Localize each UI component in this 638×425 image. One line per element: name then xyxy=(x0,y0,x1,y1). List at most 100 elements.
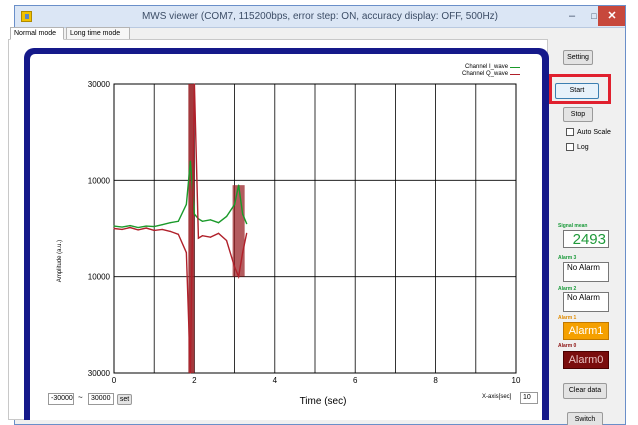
plot-frame: 30000 10000 10000 30000 0 2 4 6 8 10 Channel I_wa… xyxy=(24,48,549,420)
title-bar: MWS viewer (COM7, 115200bps, error step:… xyxy=(15,6,625,28)
data-point xyxy=(129,225,131,227)
data-point xyxy=(217,232,220,234)
data-point xyxy=(121,226,123,228)
y-tick-label: 10000 xyxy=(88,176,111,185)
x-tick-label: 6 xyxy=(353,376,358,385)
stop-button[interactable]: Stop xyxy=(563,107,593,122)
x-tick-label: 2 xyxy=(192,376,197,385)
alarm3-label: Alarm 3 xyxy=(558,255,577,261)
window-title: MWS viewer (COM7, 115200bps, error step:… xyxy=(141,11,499,22)
start-button[interactable]: Start xyxy=(555,83,599,99)
data-point xyxy=(238,184,240,186)
minimize-button[interactable]: – xyxy=(568,10,576,22)
legend-item-q: Channel Q_wave xyxy=(462,71,521,78)
signal-mean-value: 2493 xyxy=(563,230,609,248)
data-point xyxy=(242,251,244,254)
data-point xyxy=(113,225,115,227)
data-point xyxy=(121,228,123,231)
alarm1-status: Alarm1 xyxy=(563,322,609,340)
maximize-button[interactable]: □ xyxy=(591,11,597,21)
data-point xyxy=(193,83,195,85)
auto-scale-option[interactable]: Auto Scale xyxy=(566,128,611,136)
data-point xyxy=(153,225,155,228)
setting-button[interactable]: Setting xyxy=(563,50,593,65)
range-separator: ~ xyxy=(78,393,83,402)
legend-label-i: Channel I_wave xyxy=(465,64,509,70)
x-tick-label: 4 xyxy=(273,376,278,385)
data-point xyxy=(209,236,212,238)
switch-button[interactable]: Switch xyxy=(567,412,603,425)
data-point xyxy=(137,229,139,231)
data-point xyxy=(209,219,212,221)
data-point xyxy=(113,227,115,230)
app-icon xyxy=(21,11,32,22)
data-point xyxy=(193,213,195,215)
data-point xyxy=(185,251,187,254)
set-range-button[interactable]: set xyxy=(117,394,132,405)
data-point xyxy=(137,226,139,229)
data-point xyxy=(225,215,228,218)
data-point xyxy=(197,237,200,239)
plot-area: 30000 10000 10000 30000 0 2 4 6 8 10 Channel I_wa… xyxy=(30,54,542,420)
clear-data-button[interactable]: Clear data xyxy=(563,383,607,399)
log-label: Log xyxy=(577,143,589,151)
auto-scale-label: Auto Scale xyxy=(577,128,611,136)
data-point xyxy=(234,203,236,206)
alarm0-label: Alarm 0 xyxy=(558,343,577,349)
range-max-input[interactable]: 30000 xyxy=(88,393,114,405)
y-tick-label: 30000 xyxy=(88,80,111,89)
signal-mean-label: Signal mean xyxy=(558,223,588,229)
y-tick-label: 30000 xyxy=(88,369,111,378)
data-point xyxy=(201,235,204,237)
data-point xyxy=(161,224,163,226)
x-tick-label: 8 xyxy=(433,376,438,385)
chart-legend: Channel I_wave Channel Q_wave xyxy=(462,64,521,78)
alarm0-status: Alarm0 xyxy=(563,351,609,369)
log-checkbox[interactable] xyxy=(566,143,574,151)
data-point xyxy=(246,232,248,234)
auto-scale-checkbox[interactable] xyxy=(566,128,574,136)
data-point xyxy=(238,276,240,278)
data-point xyxy=(234,266,236,268)
x-tick-label: 0 xyxy=(112,376,117,385)
data-point xyxy=(177,220,179,222)
x-axis-seconds-input[interactable]: 10 xyxy=(520,392,538,404)
log-option[interactable]: Log xyxy=(566,143,589,151)
data-point xyxy=(189,372,191,374)
alarm3-status: No Alarm xyxy=(563,262,609,282)
data-point xyxy=(189,160,191,162)
x-axis-seconds-label: X-axis[sec] xyxy=(482,394,512,400)
data-point xyxy=(145,227,147,229)
legend-item-i: Channel I_wave xyxy=(462,64,521,71)
data-point xyxy=(246,223,248,225)
y-axis-label: Amplitude (a.u.) xyxy=(57,239,63,283)
start-highlight-box xyxy=(549,74,611,104)
burst-band-2 xyxy=(232,185,245,277)
legend-swatch-i xyxy=(510,67,521,68)
data-point xyxy=(169,222,171,224)
data-point xyxy=(217,222,220,224)
data-point xyxy=(177,233,179,235)
data-point xyxy=(225,239,228,242)
burst-band-1 xyxy=(188,84,195,373)
legend-label-q: Channel Q_wave xyxy=(462,71,509,77)
tab-normal-mode[interactable]: Normal mode xyxy=(10,27,64,40)
data-point xyxy=(169,230,171,232)
data-point xyxy=(129,226,131,229)
alarm2-label: Alarm 2 xyxy=(558,286,577,292)
range-min-input[interactable]: -30000 xyxy=(48,393,74,405)
data-point xyxy=(145,225,147,227)
data-point xyxy=(153,229,155,232)
alarm1-label: Alarm 1 xyxy=(558,315,577,321)
data-point xyxy=(242,213,244,215)
y-tick-label: 10000 xyxy=(88,273,111,282)
legend-swatch-q xyxy=(510,74,521,75)
x-tick-label: 10 xyxy=(512,376,521,385)
data-point xyxy=(161,228,163,231)
data-point xyxy=(185,203,187,206)
data-point xyxy=(201,220,204,222)
alarm2-status: No Alarm xyxy=(563,292,609,312)
close-button[interactable]: ✕ xyxy=(598,6,625,26)
x-axis-label: Time (sec) xyxy=(299,396,347,407)
